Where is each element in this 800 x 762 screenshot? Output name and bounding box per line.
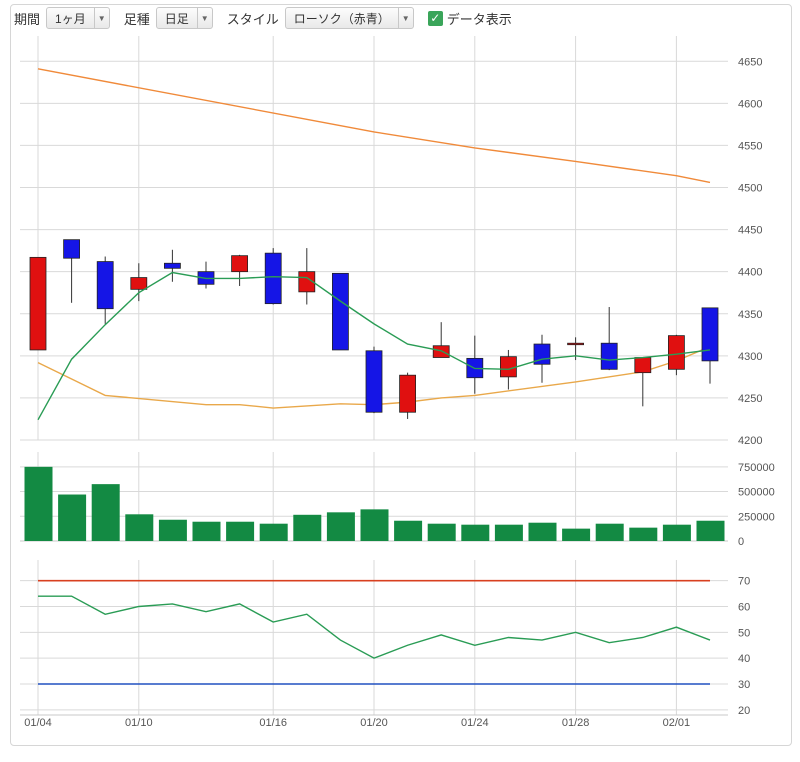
- candle-down: [63, 239, 80, 259]
- volume-bar: [427, 523, 456, 541]
- candle-up: [634, 357, 652, 374]
- volume-bar: [562, 528, 591, 541]
- period-label: 期間: [14, 11, 41, 27]
- ma-short-line: [37, 271, 711, 421]
- rsi-tick-label: 60: [738, 602, 750, 614]
- style-value: ローソク（赤青）: [293, 11, 390, 26]
- foot-label: 足種: [123, 11, 150, 27]
- y-tick-label: 4450: [738, 225, 762, 237]
- volume-bar: [461, 524, 490, 541]
- volume-bar: [226, 521, 255, 541]
- rsi-tick-label: 20: [738, 705, 750, 717]
- y-tick-label: 4350: [738, 309, 762, 321]
- candle-down: [264, 252, 282, 305]
- y-tick-label: 4550: [738, 140, 762, 152]
- candle-down: [600, 342, 618, 370]
- x-tick-label: 02/01: [663, 717, 691, 729]
- candle-down: [331, 272, 349, 351]
- x-tick-label: 01/04: [24, 717, 52, 729]
- y-tick-label: 4300: [738, 351, 762, 363]
- volume-bar: [259, 523, 288, 541]
- volume-bar: [696, 520, 725, 541]
- candle-up: [399, 374, 417, 413]
- ma-mid-line: [37, 345, 711, 409]
- y-tick-label: 4500: [738, 183, 762, 195]
- chevron-down-icon: ▼: [93, 8, 109, 28]
- candle-down: [163, 262, 181, 269]
- candle-up: [130, 277, 148, 290]
- volume-bar: [326, 512, 355, 541]
- period-value: 1ヶ月: [55, 11, 86, 26]
- candle-up: [432, 345, 450, 358]
- candle-up: [668, 335, 685, 370]
- chevron-down-icon: ▼: [196, 8, 212, 28]
- volume-bar: [528, 522, 557, 541]
- candle-down: [96, 261, 114, 310]
- volume-tick-label: 250000: [738, 511, 775, 523]
- foot-select[interactable]: 日足 ▼: [155, 7, 213, 29]
- volume-bar: [293, 514, 322, 541]
- x-tick-label: 01/20: [360, 717, 388, 729]
- volume-bar: [662, 524, 691, 541]
- volume-tick-label: 500000: [738, 487, 775, 499]
- style-label: スタイル: [226, 11, 279, 27]
- volume-bar: [24, 466, 53, 541]
- candle-up: [298, 271, 316, 293]
- data-display-label[interactable]: データ表示: [446, 11, 512, 27]
- check-icon[interactable]: ✓: [427, 10, 443, 26]
- volume-bar: [125, 514, 154, 541]
- x-tick-label: 01/16: [259, 717, 287, 729]
- rsi-tick-label: 70: [738, 576, 750, 588]
- volume-bar: [595, 523, 624, 541]
- y-tick-label: 4250: [738, 393, 762, 405]
- rsi-tick-label: 50: [738, 627, 750, 639]
- volume-bar: [58, 494, 87, 541]
- rsi-tick-label: 30: [738, 679, 750, 691]
- foot-value: 日足: [164, 11, 189, 26]
- volume-bar: [91, 484, 120, 541]
- period-select[interactable]: 1ヶ月 ▼: [46, 7, 110, 29]
- volume-tick-label: 0: [738, 536, 744, 548]
- volume-bar: [494, 524, 523, 541]
- y-tick-label: 4200: [738, 435, 762, 447]
- y-tick-label: 4600: [738, 98, 762, 110]
- candle-down: [365, 350, 383, 413]
- volume-tick-label: 750000: [738, 462, 775, 474]
- y-tick-label: 4400: [738, 267, 762, 279]
- chart-toolbar: 期間 1ヶ月 ▼ 足種 日足 ▼ スタイル ローソク（赤青） ▼ ✓ データ表示: [14, 6, 512, 30]
- candle-down: [701, 307, 719, 362]
- candle-up: [231, 255, 249, 273]
- x-tick-label: 01/10: [125, 717, 153, 729]
- candle-up: [567, 342, 584, 346]
- candle-up: [29, 256, 47, 351]
- volume-bar: [360, 509, 389, 541]
- chevron-down-icon: ▼: [397, 8, 413, 28]
- candle-up: [499, 356, 517, 378]
- rsi-tick-label: 40: [738, 653, 750, 665]
- volume-bar: [192, 521, 221, 541]
- volume-bar: [629, 527, 658, 541]
- y-tick-label: 4650: [738, 56, 762, 68]
- style-select[interactable]: ローソク（赤青） ▼: [284, 7, 414, 29]
- volume-bar: [394, 520, 423, 541]
- x-tick-label: 01/24: [461, 717, 489, 729]
- volume-bar: [158, 519, 187, 541]
- rsi-line: [38, 595, 711, 659]
- ma-long-line: [37, 68, 711, 184]
- x-tick-label: 01/28: [562, 717, 590, 729]
